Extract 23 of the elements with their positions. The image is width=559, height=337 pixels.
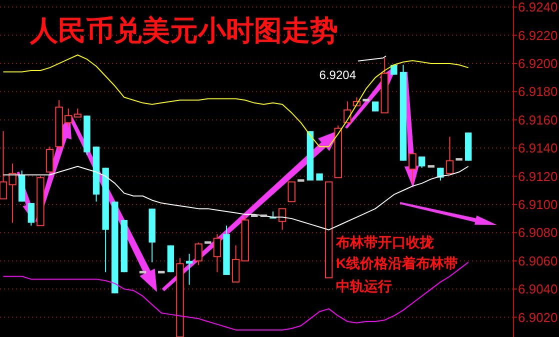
y-tick-label: 6.9160 — [518, 112, 558, 128]
candlestick — [372, 101, 379, 112]
annotation: 中轨运行 — [336, 278, 392, 294]
y-tick-label: 6.9240 — [518, 0, 558, 15]
annotation: 布林带开口收拢 — [335, 234, 434, 250]
y-tick-label: 6.9060 — [518, 253, 558, 268]
y-tick-label: 6.9040 — [518, 282, 558, 297]
line-series — [2, 54, 469, 148]
candlestick — [437, 167, 444, 181]
annotation: K线价格沿着布林带 — [336, 255, 458, 271]
y-tick-label: 6.9220 — [518, 28, 558, 43]
y-tick-label: 6.9140 — [518, 140, 558, 156]
y-tick-label: 6.9020 — [518, 310, 558, 325]
candlestick — [418, 156, 426, 168]
y-tick-label: 6.9200 — [518, 56, 558, 71]
candlestick — [213, 234, 222, 273]
y-tick-label: 6.9120 — [518, 168, 558, 184]
text: 人民币兑美元小时图走势 — [29, 15, 338, 46]
y-tick-label: 6.9180 — [518, 84, 558, 100]
y-tick-label: 6.9080 — [518, 225, 558, 240]
candlestick — [28, 202, 35, 226]
annotation: 6.9204 — [319, 68, 356, 82]
y-tick-label: 6.9100 — [518, 196, 558, 212]
